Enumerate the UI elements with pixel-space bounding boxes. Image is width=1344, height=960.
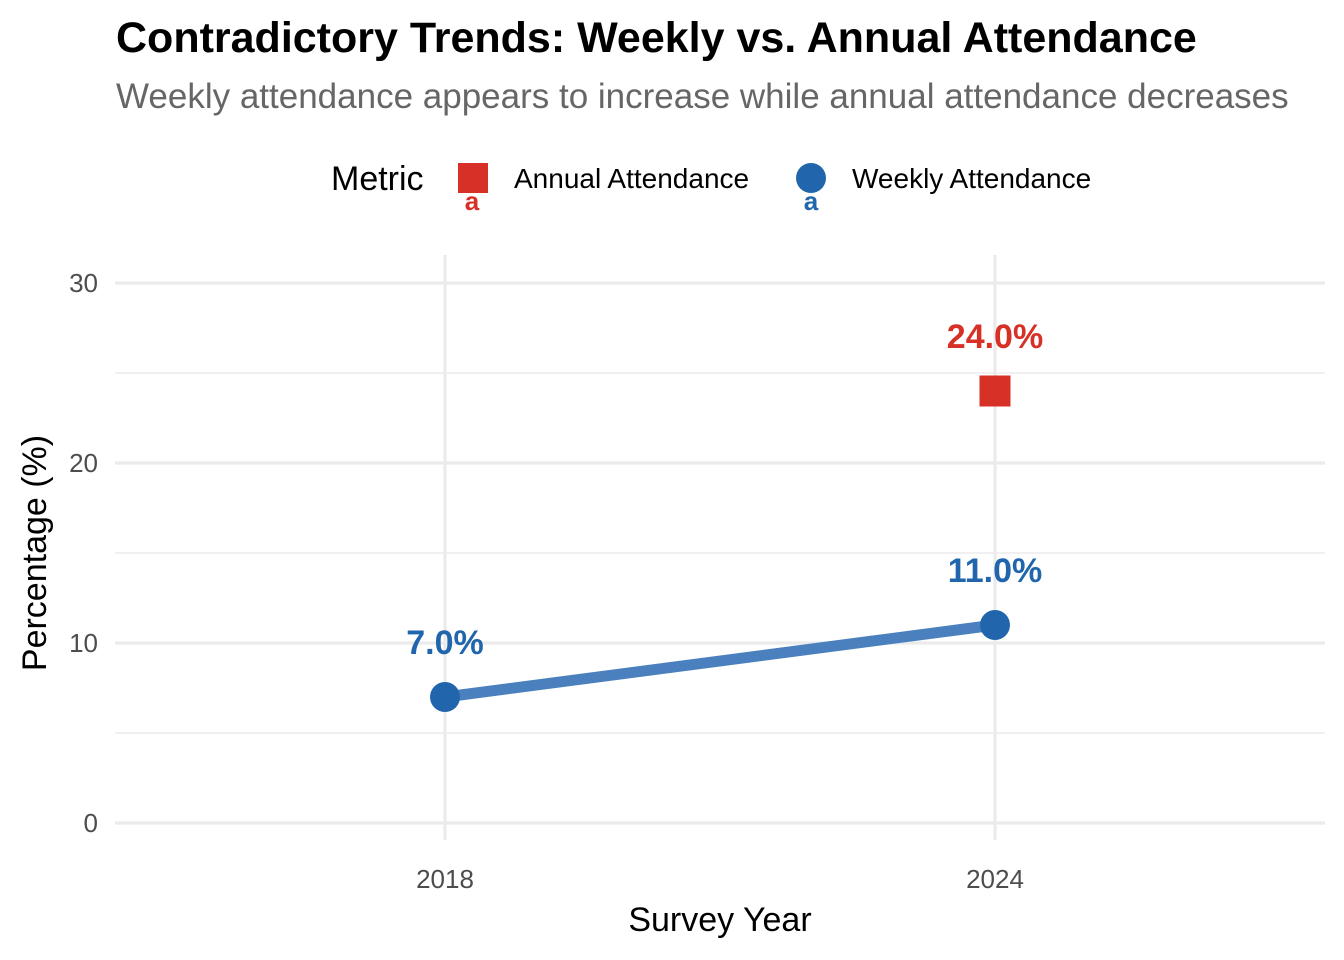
- plot-panel: 0 10 20 30 2018 2024 24.0% 7.0% 11.0%: [69, 255, 1325, 894]
- y-tick-label: 10: [69, 628, 98, 658]
- x-axis-title: Survey Year: [628, 901, 811, 939]
- y-axis-ticks: 0 10 20 30: [69, 268, 98, 838]
- x-tick-label: 2018: [416, 864, 474, 894]
- legend-label-weekly: Weekly Attendance: [852, 163, 1091, 194]
- point-annual-attendance: [979, 375, 1011, 407]
- legend-title: Metric: [331, 160, 424, 198]
- y-tick-label: 20: [69, 448, 98, 478]
- y-tick-label: 0: [84, 808, 98, 838]
- point-weekly-attendance: [430, 682, 460, 712]
- chart-subtitle: Weekly attendance appears to increase wh…: [116, 77, 1289, 116]
- data-label-weekly-attendance: 7.0%: [406, 624, 484, 662]
- legend-key-square-icon: [458, 163, 488, 193]
- legend-entry-annual: a Annual Attendance: [458, 163, 749, 216]
- point-weekly-attendance: [980, 610, 1010, 640]
- legend-key-circle-icon: [796, 163, 826, 193]
- series-lines: [444, 619, 996, 703]
- data-label-annual-attendance: 24.0%: [947, 318, 1043, 356]
- chart-title: Contradictory Trends: Weekly vs. Annual …: [116, 14, 1197, 62]
- y-axis-title: Percentage (%): [16, 435, 54, 671]
- legend-key-text: a: [465, 186, 480, 216]
- legend-key-text: a: [804, 186, 819, 216]
- legend-label-annual: Annual Attendance: [514, 163, 749, 194]
- data-labels: 24.0% 7.0% 11.0%: [406, 318, 1043, 662]
- legend-entry-weekly: a Weekly Attendance: [796, 163, 1091, 216]
- y-tick-label: 30: [69, 268, 98, 298]
- x-tick-label: 2024: [966, 864, 1024, 894]
- legend: Metric a Annual Attendance a Weekly Atte…: [331, 160, 1091, 216]
- line-weekly-attendance: [444, 619, 996, 703]
- data-points: [430, 375, 1011, 712]
- gridlines: [115, 255, 1325, 840]
- data-label-weekly-attendance: 11.0%: [948, 552, 1043, 590]
- x-axis-ticks: 2018 2024: [416, 864, 1024, 894]
